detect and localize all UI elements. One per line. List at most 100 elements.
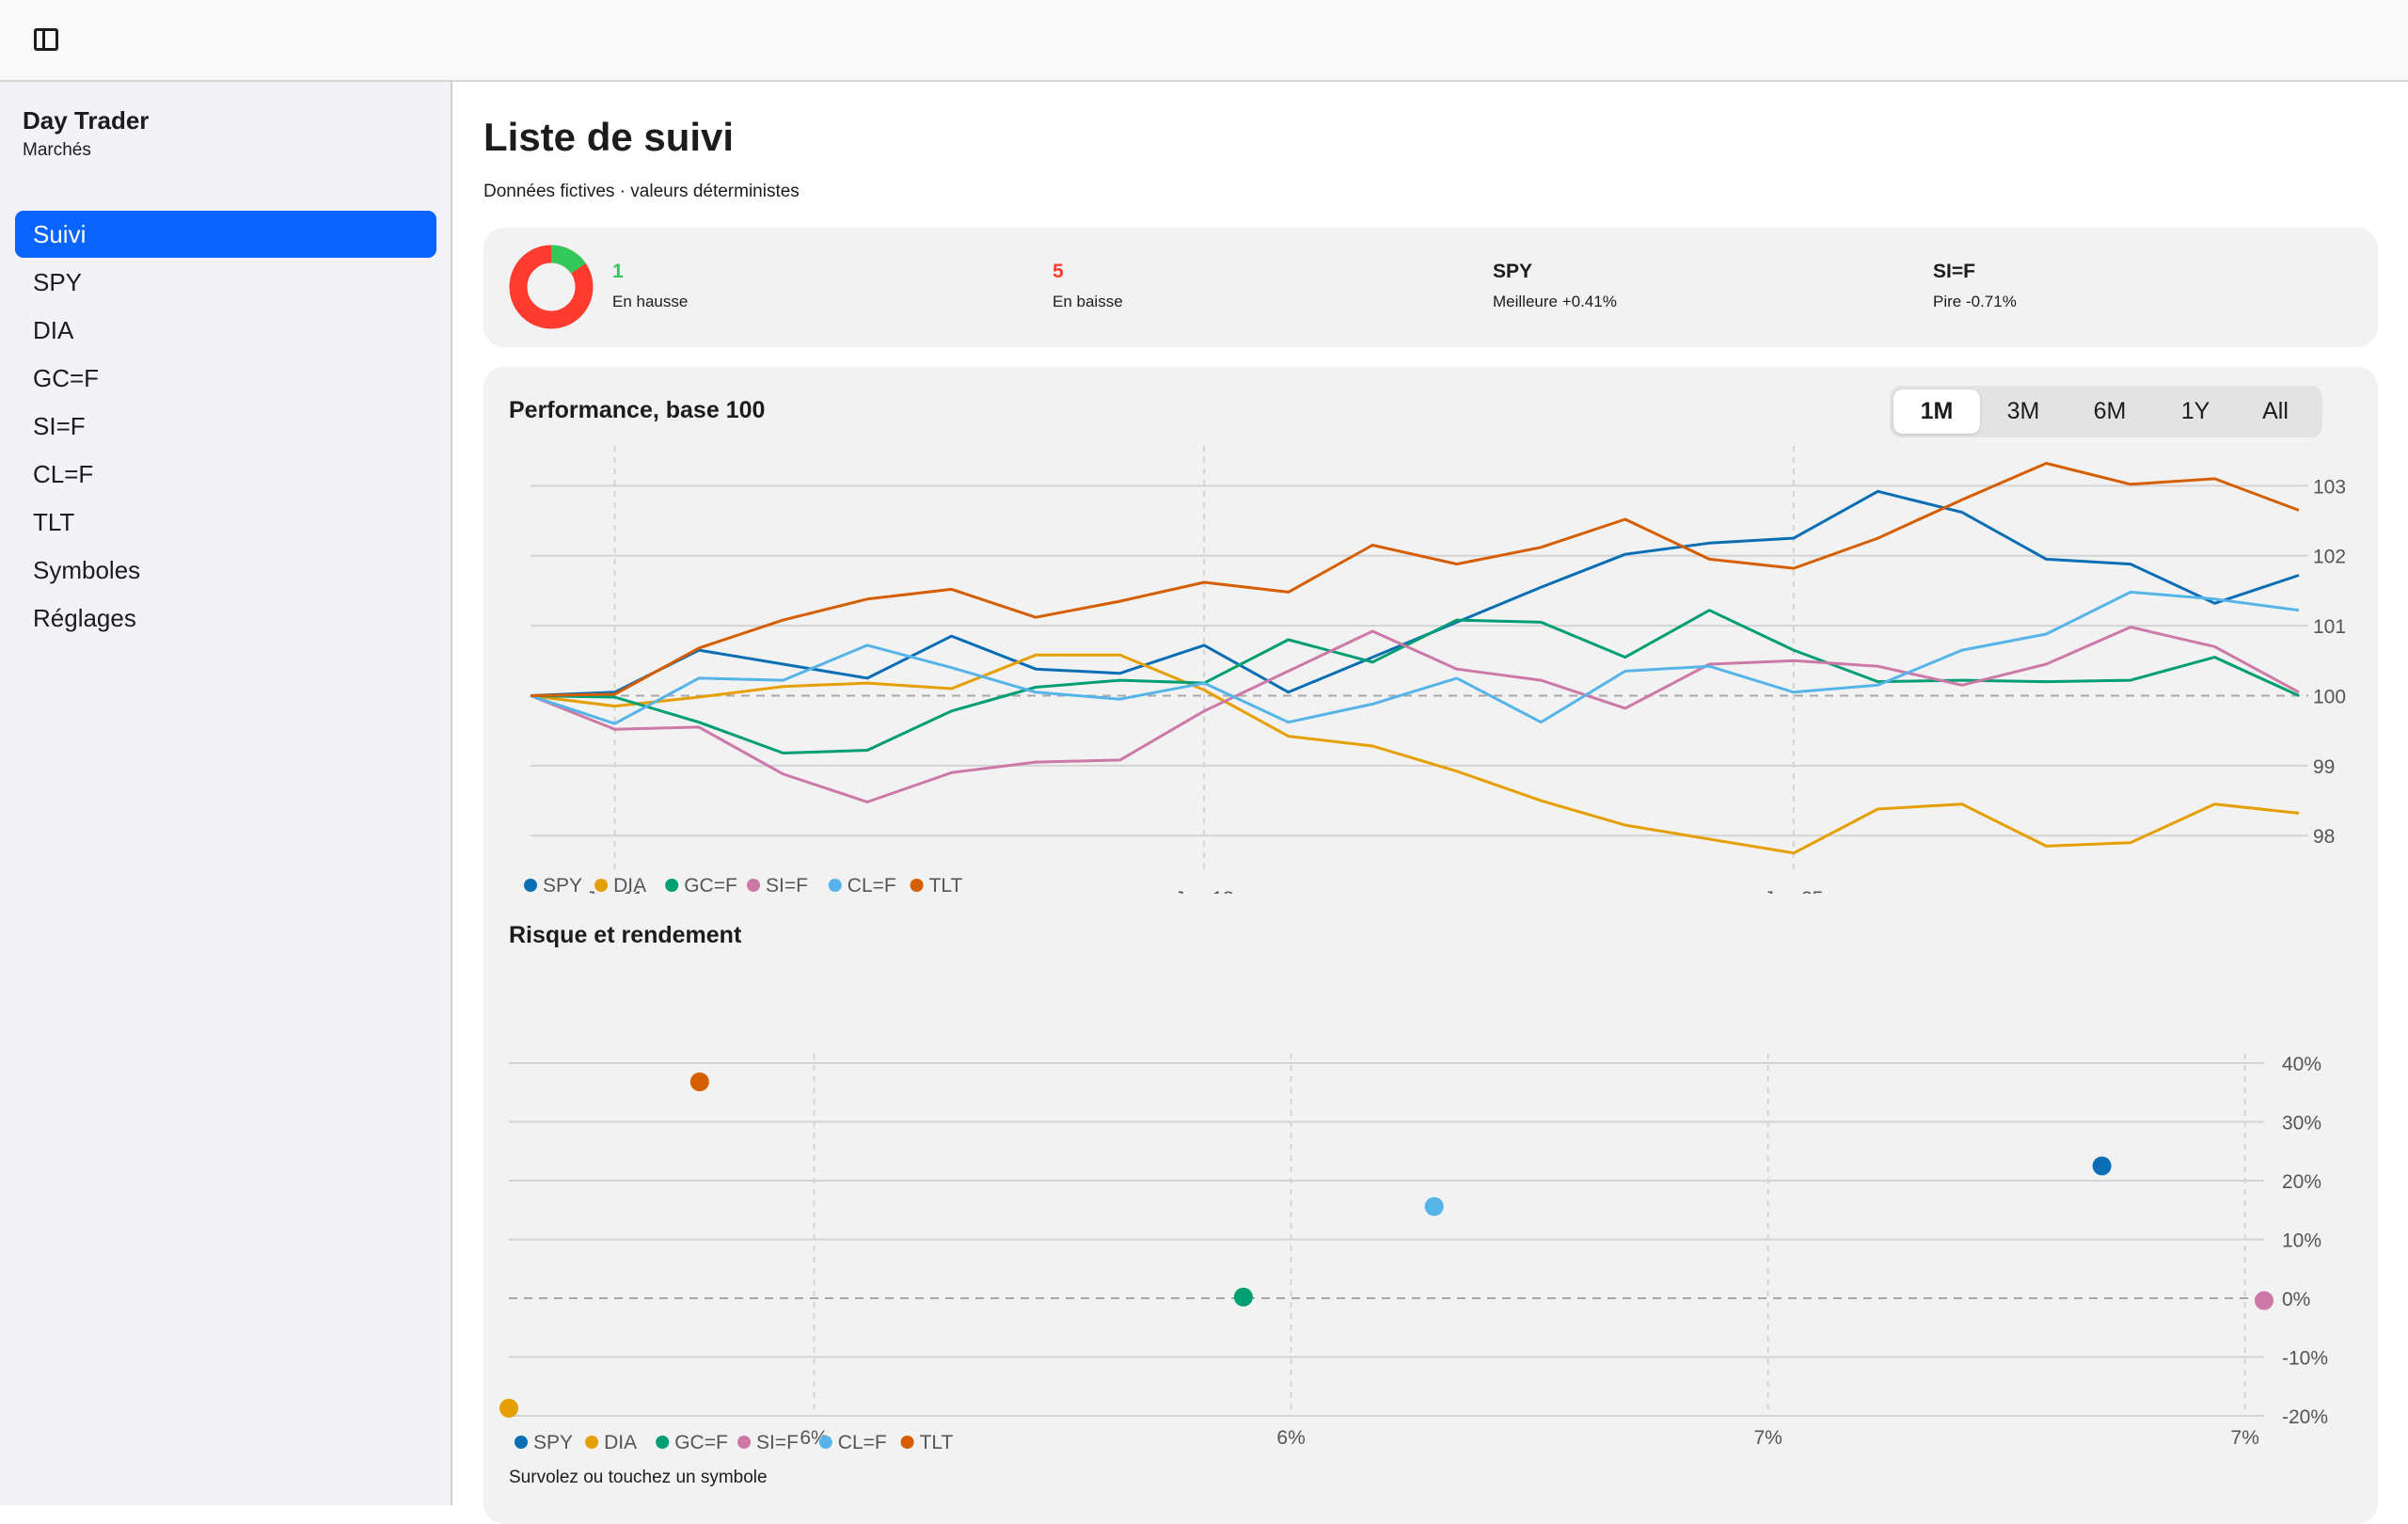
legend-dot-tlt [900, 1436, 914, 1449]
legend-dot-tlt [910, 879, 924, 892]
up-label: En hausse [612, 293, 689, 310]
charts-card: Performance, base 100 1M 3M 6M 1Y All Ju… [483, 367, 2378, 1524]
sidebar-item-tlt[interactable]: TLT [33, 508, 75, 536]
scatter-point-tlt [689, 1072, 709, 1091]
best-symbol: SPY [1493, 261, 1533, 282]
performance-title: Performance, base 100 [509, 397, 766, 423]
sidebar-toggle-icon[interactable] [34, 28, 58, 51]
x-tick-label: Jun 25 [1764, 888, 1823, 894]
worst-symbol: SI=F [1933, 261, 1975, 282]
stat-best: SPY Meilleure +0.41% [1493, 261, 1617, 311]
x-tick-label: 7% [2231, 1427, 2259, 1449]
x-tick-label: 7% [1753, 1427, 1782, 1449]
legend-dot-dia [585, 1436, 599, 1449]
legend-label-dia: DIA [613, 875, 646, 894]
y-tick-label: 99 [2313, 756, 2335, 778]
stat-down: 5 En baisse [1053, 261, 1123, 311]
sidebar: Day Trader Marchés Suivi SPY DIA GC=F SI… [0, 82, 452, 1505]
legend-label-tlt: TLT [929, 875, 963, 894]
legend-label-tlt: TLT [920, 1432, 954, 1453]
legend-dot-dia [594, 879, 609, 892]
page-subtitle: Données fictives · valeurs déterministes [483, 182, 800, 201]
legend-dot-sif [747, 879, 760, 892]
x-tick-label: 6% [1276, 1427, 1305, 1449]
up-down-donut-chart [509, 245, 594, 329]
sidebar-item-clf[interactable]: CL=F [33, 460, 94, 488]
legend-label-gcf: GC=F [674, 1432, 728, 1453]
legend-dot-spy [515, 1436, 528, 1449]
sidebar-nav: Suivi SPY DIA GC=F SI=F CL=F TLT Symbole… [15, 211, 436, 643]
worst-label: Pire -0.71% [1933, 293, 2017, 310]
page-title: Liste de suivi [483, 115, 735, 159]
legend-dot-spy [524, 879, 537, 892]
risk-title: Risque et rendement [509, 922, 742, 948]
legend-label-gcf: GC=F [684, 875, 737, 894]
legend-label-sif: SI=F [756, 1432, 799, 1453]
y-tick-label: 103 [2313, 476, 2346, 498]
down-count: 5 [1053, 261, 1064, 282]
legend-label-spy: SPY [543, 875, 582, 894]
y-tick-label: 10% [2282, 1230, 2321, 1252]
performance-line-chart[interactable]: Jun 11 Jun 18 Jun 25 98 99 100 101 102 103 SPY DIA… [483, 367, 2378, 894]
sidebar-item-reglages[interactable]: Réglages [33, 604, 136, 632]
sidebar-item-spy[interactable]: SPY [33, 268, 83, 296]
range-3m-button[interactable]: 3M [2006, 398, 2040, 424]
down-label: En baisse [1053, 293, 1123, 310]
series-line-dia [530, 653, 2300, 855]
range-segmented-control: 1M 3M 6M 1Y All [1890, 386, 2322, 437]
range-1m-button[interactable]: 1M [1893, 389, 1980, 434]
x-tick-label: Jun 11 [586, 888, 644, 894]
legend-label-spy: SPY [533, 1432, 573, 1453]
y-tick-label: -10% [2282, 1348, 2328, 1370]
y-tick-label: 40% [2282, 1054, 2321, 1075]
y-tick-label: -20% [2282, 1406, 2328, 1428]
sidebar-item-dia[interactable]: DIA [33, 316, 74, 344]
y-tick-label: 98 [2313, 826, 2335, 848]
best-label: Meilleure +0.41% [1493, 293, 1617, 310]
legend-dot-gcf [665, 879, 679, 892]
y-tick-label: 100 [2313, 686, 2346, 707]
series-line-spy [530, 489, 2300, 697]
series-line-gcf [530, 609, 2300, 754]
legend-label-clf: CL=F [848, 875, 896, 894]
y-tick-label: 30% [2282, 1113, 2321, 1135]
legend-dot-gcf [656, 1436, 670, 1449]
sidebar-item-suivi[interactable]: Suivi [15, 211, 436, 258]
sidebar-item-sif[interactable]: SI=F [33, 412, 86, 440]
x-tick-label: 6% [800, 1427, 828, 1449]
legend-dot-clf [828, 879, 842, 892]
hover-hint: Survolez ou touchez un symbole [509, 1468, 768, 1487]
range-6m-button[interactable]: 6M [2093, 398, 2127, 424]
range-1y-button[interactable]: 1Y [2180, 398, 2210, 424]
y-tick-label: 20% [2282, 1171, 2321, 1193]
stat-up: 1 En hausse [612, 261, 688, 311]
sidebar-item-symboles[interactable]: Symboles [33, 556, 141, 584]
legend-label-clf: CL=F [838, 1432, 887, 1453]
stat-worst: SI=F Pire -0.71% [1933, 261, 2017, 311]
y-tick-label: 101 [2313, 616, 2346, 638]
main-content: Liste de suivi Données fictives · valeur… [453, 82, 2408, 1524]
legend-label-dia: DIA [604, 1432, 637, 1453]
y-tick-label: 0% [2282, 1289, 2310, 1310]
series-line-sif [530, 626, 2300, 803]
scatter-point-gcf [1233, 1287, 1253, 1307]
legend-dot-clf [818, 1436, 832, 1449]
scatter-point-spy [2092, 1156, 2112, 1176]
sidebar-item-gcf[interactable]: GC=F [33, 364, 100, 392]
summary-card: 1 En hausse 5 En baisse SPY Meilleure +0… [483, 228, 2378, 347]
legend-label-sif: SI=F [766, 875, 808, 894]
range-all-button[interactable]: All [2262, 398, 2289, 424]
scatter-point-clf [1424, 1197, 1444, 1216]
app-title: Day Trader [23, 106, 150, 135]
donut-up-segment [509, 245, 594, 329]
app-subtitle: Marchés [23, 140, 91, 160]
toolbar [0, 0, 2408, 82]
scatter-point-dia [499, 1398, 518, 1418]
up-count: 1 [612, 261, 624, 282]
scatter-point-sif [2255, 1291, 2273, 1310]
series-line-clf [530, 590, 2300, 725]
legend-dot-sif [737, 1436, 751, 1449]
y-tick-label: 102 [2313, 547, 2346, 568]
series-line-tlt [530, 462, 2300, 697]
x-tick-label: Jun 18 [1175, 888, 1234, 894]
